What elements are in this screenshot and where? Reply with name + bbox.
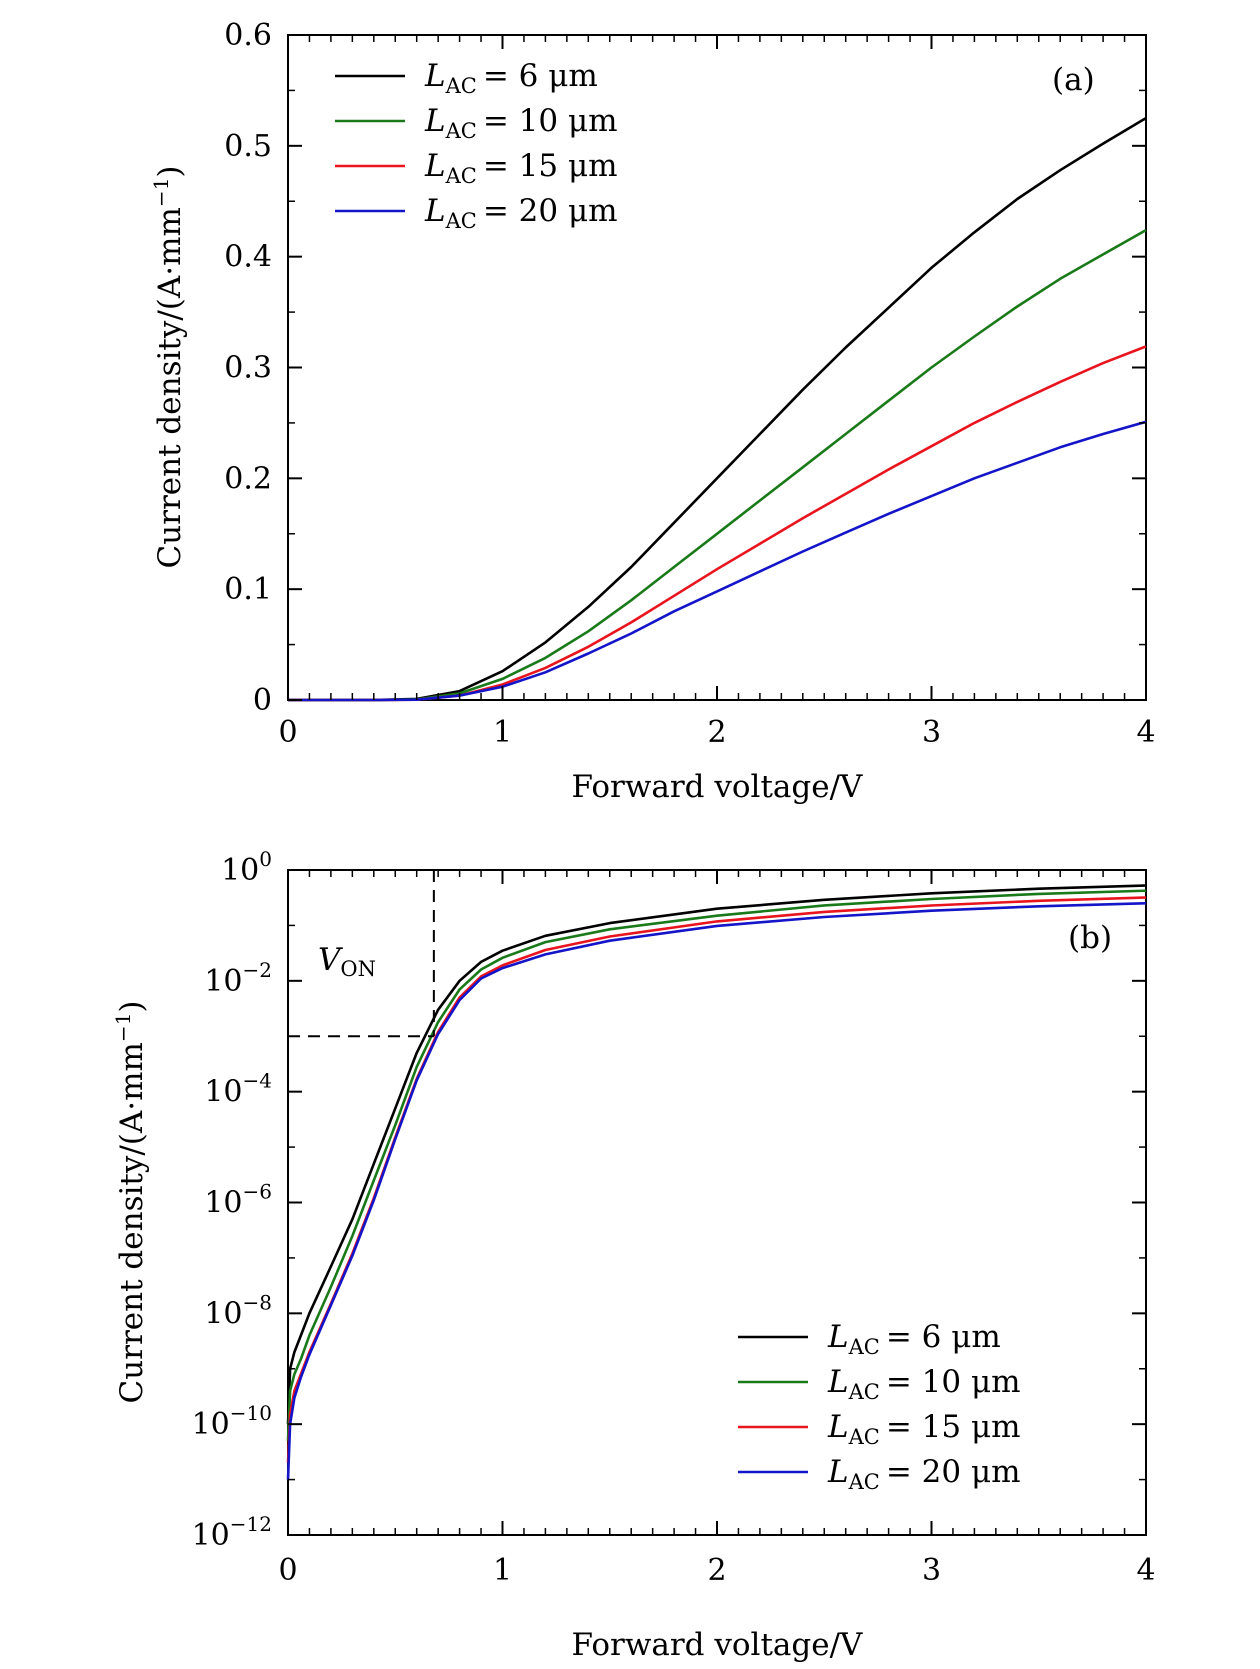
- panel-a-tick-labels: 0 1 2 3 4 0 0.1 0.2 0.3 0.4 0.5 0.6: [224, 18, 1155, 750]
- panel-b-x-tick-label: 4: [1136, 1553, 1155, 1588]
- panel-b-y-tick-label: 10−10: [192, 1401, 272, 1442]
- panel-b-x-tick-label: 3: [922, 1553, 941, 1588]
- panel-b-series-line-1: [286, 884, 1147, 1425]
- panel-a-x-tick-label: 4: [1136, 715, 1155, 750]
- panel-b-legend-label-2: LAC = 10 μm: [827, 1364, 1021, 1404]
- panel-b-y-axis-title: Current density/(A·mm−1): [111, 1000, 150, 1403]
- panel-a-legend-label-1: LAC = 6 μm: [424, 58, 598, 98]
- panel-a-x-tick-label: 0: [278, 715, 297, 750]
- panel-a-legend: LAC = 6 μm LAC = 10 μm LAC = 15 μm LAC = 20 μm: [335, 58, 618, 233]
- panel-b-legend-label-3: LAC = 15 μm: [827, 1409, 1021, 1449]
- panel-b-x-tick-label: 1: [493, 1553, 512, 1588]
- panel-a-y-tick-label: 0.2: [224, 461, 272, 496]
- panel-a-legend-label-3: LAC = 15 μm: [424, 148, 618, 188]
- panel-b-legend-label-4: LAC = 20 μm: [827, 1454, 1021, 1494]
- panel-a-series-line-1: [288, 116, 1147, 702]
- panel-b-x-axis-title: Forward voltage/V: [572, 1627, 863, 1663]
- panel-b-x-tick-label: 2: [707, 1553, 726, 1588]
- panel-b-x-tick-label: 0: [278, 1553, 297, 1588]
- panel-a-legend-label-2: LAC = 10 μm: [424, 103, 618, 143]
- panel-b-y-tick-label: 10−12: [192, 1512, 272, 1553]
- panel-a-y-tick-label: 0.4: [224, 240, 272, 275]
- panel-a-current-density-linear: 0 1 2 3 400.10.20.30.40.50.6 (a) LAC = 6 μmLA…: [149, 18, 1156, 805]
- panel-b-y-tick-label: 10−2: [204, 958, 272, 999]
- panel-b-y-tick-label: 10−8: [204, 1290, 272, 1331]
- panel-b-von-guides: [288, 870, 435, 1038]
- panel-a-series-line-4: [288, 420, 1147, 702]
- panel-a-frame: [287, 34, 1147, 701]
- panel-a-y-tick-label: 0.5: [224, 129, 272, 164]
- panel-a-legend-label-4: LAC = 20 μm: [424, 193, 618, 233]
- von-annotation: VON: [318, 942, 376, 981]
- panel-a-y-tick-label: 0: [253, 683, 272, 718]
- panel-a-y-axis-title: Current density/(A·mm−1): [149, 165, 188, 568]
- panel-b-series-line-4: [286, 902, 1147, 1480]
- panel-a-x-tick-label: 2: [707, 715, 726, 750]
- panel-a-ticks: [287, 34, 1147, 701]
- panel-a-y-tick-label: 0.1: [224, 572, 272, 607]
- panel-a-x-axis-title: Forward voltage/V: [572, 769, 863, 805]
- panel-b-tag: (b): [1068, 920, 1112, 956]
- panel-a-tag: (a): [1052, 62, 1095, 98]
- panel-b-y-tick-label: 10−4: [204, 1069, 272, 1110]
- panel-b-legend: LAC = 6 μm LAC = 10 μm LAC = 15 μm LAC = 20 μm: [738, 1319, 1021, 1494]
- panel-b-current-density-log: 0 1 2 3 4 100 10−2 10−4 10−6 10−8 10−10 10−12 (b) V…: [111, 847, 1156, 1663]
- panel-b-legend-label-1: LAC = 6 μm: [827, 1319, 1001, 1359]
- panel-a-series: [288, 116, 1147, 702]
- panel-a-series-line-3: [288, 345, 1147, 702]
- panel-a-series-line-2: [288, 228, 1147, 702]
- panel-b-series-line-2: [286, 889, 1147, 1441]
- panel-a-y-tick-label: 0.3: [224, 351, 272, 386]
- panel-b-y-tick-label: 10−6: [204, 1180, 272, 1221]
- panel-b-series: [286, 884, 1147, 1480]
- panel-b-y-tick-label: 100: [221, 847, 272, 888]
- panel-b-tick-labels: 0 1 2 3 4 100 10−2 10−4 10−6 10−8 10−10 10−12: [192, 847, 1156, 1588]
- panel-b-ticks: [287, 869, 1147, 1536]
- panel-a-x-tick-label: 1: [493, 715, 512, 750]
- panel-a-y-tick-label: 0.6: [224, 18, 272, 53]
- panel-a-x-tick-label: 3: [922, 715, 941, 750]
